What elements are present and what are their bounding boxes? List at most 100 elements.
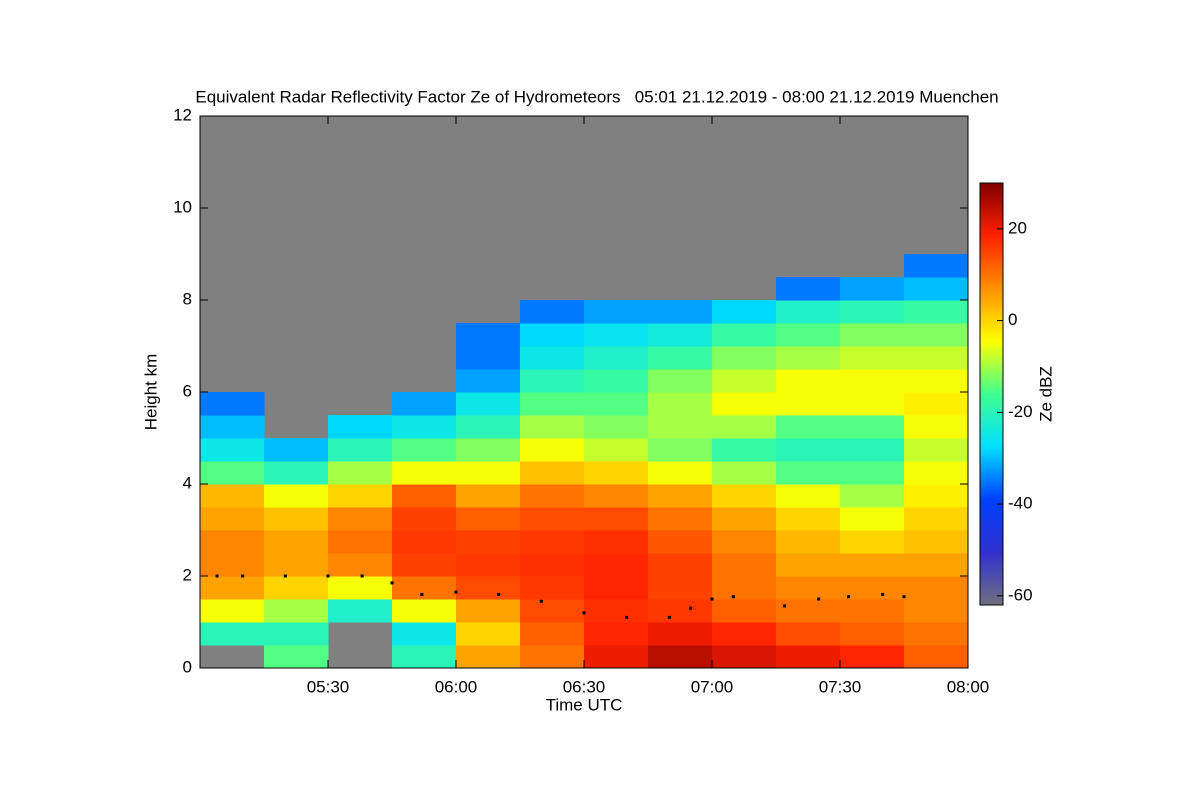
heatmap-cell xyxy=(904,346,969,370)
y-axis-label: Height km xyxy=(141,354,160,431)
heatmap-cell xyxy=(904,599,969,623)
cloud-base-dot xyxy=(817,597,821,601)
heatmap-cell xyxy=(712,369,777,393)
heatmap-cell xyxy=(520,530,585,554)
cloud-base-dot xyxy=(454,590,458,594)
heatmap-cell xyxy=(456,346,521,370)
heatmap-cell xyxy=(648,369,713,393)
heatmap-cell xyxy=(648,622,713,646)
colorbar-tick-label: 20 xyxy=(1008,218,1027,237)
heatmap-cell xyxy=(264,599,329,623)
heatmap-cell xyxy=(648,392,713,416)
heatmap-cell xyxy=(392,599,457,623)
heatmap-cell xyxy=(840,323,905,347)
cloud-base-dot xyxy=(902,595,906,599)
heatmap-cell xyxy=(264,576,329,600)
heatmap-cell xyxy=(648,323,713,347)
heatmap-cell xyxy=(200,576,265,600)
heatmap-cell xyxy=(584,346,649,370)
heatmap-cell xyxy=(584,461,649,485)
heatmap-cell xyxy=(264,622,329,646)
heatmap-cell xyxy=(712,530,777,554)
heatmap-cell xyxy=(264,461,329,485)
heatmap-cell xyxy=(712,622,777,646)
heatmap-cell xyxy=(776,576,841,600)
colorbar xyxy=(979,182,1004,606)
heatmap-cell xyxy=(584,622,649,646)
heatmap-cell xyxy=(904,622,969,646)
heatmap-cell xyxy=(264,484,329,508)
heatmap-cell xyxy=(712,599,777,623)
heatmap-cell xyxy=(200,507,265,531)
heatmap-cell xyxy=(776,553,841,577)
heatmap-cell xyxy=(776,392,841,416)
heatmap-cell xyxy=(200,599,265,623)
heatmap-cell xyxy=(840,645,905,669)
heatmap-cell xyxy=(904,530,969,554)
heatmap-cell xyxy=(392,645,457,669)
y-tick-label: 2 xyxy=(183,565,192,584)
heatmap-cell xyxy=(840,438,905,462)
heatmap-cell xyxy=(200,415,265,439)
heatmap-cell xyxy=(776,300,841,324)
heatmap-cell xyxy=(904,553,969,577)
heatmap-cell xyxy=(648,507,713,531)
heatmap-cell xyxy=(584,530,649,554)
heatmap-cell xyxy=(264,507,329,531)
x-tick-label: 05:30 xyxy=(307,677,350,696)
heatmap-cell xyxy=(392,553,457,577)
heatmap-cell xyxy=(328,507,393,531)
heatmap-cell xyxy=(584,599,649,623)
heatmap-cell xyxy=(648,415,713,439)
heatmap-cell xyxy=(456,438,521,462)
heatmap-cell xyxy=(648,346,713,370)
heatmap-cell xyxy=(712,323,777,347)
cloud-base-dot xyxy=(283,574,287,578)
heatmap-cell xyxy=(584,392,649,416)
heatmap-cell xyxy=(840,484,905,508)
heatmap-cell xyxy=(456,461,521,485)
heatmap-cell xyxy=(456,415,521,439)
heatmap-cell xyxy=(776,530,841,554)
heatmap-cell xyxy=(840,346,905,370)
heatmap-cell xyxy=(584,576,649,600)
heatmap-cell xyxy=(904,254,969,278)
heatmap-cell xyxy=(904,576,969,600)
heatmap-cell xyxy=(328,599,393,623)
heatmap-cell xyxy=(712,484,777,508)
heatmap-cell xyxy=(328,461,393,485)
heatmap-cell xyxy=(200,438,265,462)
cloud-base-dot xyxy=(710,597,714,601)
heatmap-cell xyxy=(840,300,905,324)
heatmap-cell xyxy=(648,645,713,669)
heatmap-cell xyxy=(776,507,841,531)
x-axis-label: Time UTC xyxy=(546,695,623,714)
heatmap-cell xyxy=(392,461,457,485)
heatmap-cell xyxy=(904,645,969,669)
heatmap-cell xyxy=(712,576,777,600)
heatmap-cell xyxy=(840,599,905,623)
heatmap-cell xyxy=(776,438,841,462)
heatmap-cell xyxy=(520,346,585,370)
heatmap-cell xyxy=(712,415,777,439)
heatmap-cell xyxy=(904,484,969,508)
colorbar-tick-label: -60 xyxy=(1008,585,1033,604)
heatmap-cell xyxy=(200,553,265,577)
cloud-base-dot xyxy=(360,574,364,578)
heatmap-cell xyxy=(200,622,265,646)
heatmap-cell xyxy=(712,553,777,577)
heatmap-cell xyxy=(840,461,905,485)
heatmap-cell xyxy=(776,277,841,301)
heatmap-cell xyxy=(328,415,393,439)
heatmap-cell xyxy=(264,438,329,462)
heatmap-cell xyxy=(456,392,521,416)
heatmap-cell xyxy=(712,392,777,416)
cloud-base-dot xyxy=(847,595,851,599)
heatmap-cell xyxy=(456,576,521,600)
heatmap-cell xyxy=(776,369,841,393)
y-tick-label: 12 xyxy=(173,105,192,124)
heatmap-cell xyxy=(904,507,969,531)
heatmap-cell xyxy=(328,438,393,462)
heatmap-cell xyxy=(520,323,585,347)
heatmap-cell xyxy=(712,507,777,531)
